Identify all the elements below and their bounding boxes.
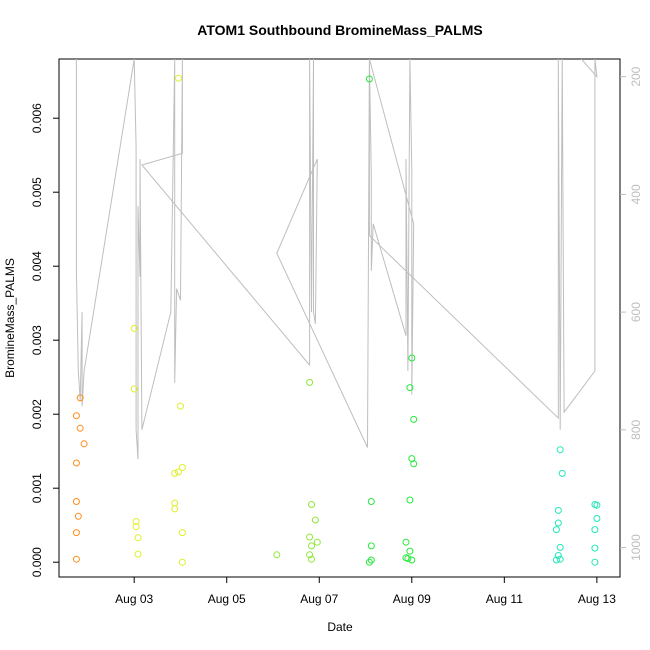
data-point: [591, 544, 599, 552]
x-tick-label: Aug 11: [486, 592, 523, 606]
chart-title: ATOM1 Southbound BromineMass_PALMS: [197, 22, 482, 38]
data-point: [558, 469, 566, 477]
data-point: [410, 415, 418, 423]
y-axis: 0.000 0.001 0.002 0.003 0.004 0.005 0.006: [30, 103, 59, 577]
data-point: [72, 555, 80, 563]
data-point: [72, 459, 80, 467]
data-point: [556, 446, 564, 454]
data-point: [175, 468, 182, 476]
y-tick-label: 0.000: [30, 547, 44, 577]
data-point: [367, 542, 375, 550]
data-point: [554, 552, 562, 559]
data-point: [410, 460, 418, 468]
data-point: [130, 385, 138, 393]
data-point: [404, 555, 412, 562]
y2-tick-label: 1000: [629, 534, 643, 561]
data-point: [313, 538, 321, 546]
data-point: [178, 464, 186, 471]
data-point: [72, 412, 80, 420]
data-point: [175, 74, 182, 82]
data-point: [556, 543, 564, 551]
x-axis: Aug 03 Aug 05 Aug 07 Aug 09 Aug 11 Aug 13: [115, 577, 616, 606]
data-point: [76, 424, 84, 432]
data-point: [308, 542, 315, 550]
y-tick-label: 0.002: [30, 399, 44, 429]
data-point: [132, 518, 140, 525]
y2-tick-label: 600: [629, 302, 643, 322]
data-point: [311, 516, 319, 524]
data-point: [132, 523, 140, 531]
y2-tick-label: 800: [629, 420, 643, 440]
plot-frame: [58, 58, 621, 578]
data-point: [406, 547, 414, 555]
data-point: [591, 526, 599, 534]
data-point: [130, 324, 138, 332]
data-point: [306, 551, 314, 559]
x-axis-label: Date: [327, 620, 353, 634]
data-point: [406, 496, 414, 504]
data-point: [306, 533, 314, 541]
y2-tick-label: 400: [629, 184, 643, 204]
data-point: [552, 526, 560, 534]
data-point: [177, 402, 184, 410]
data-point: [171, 469, 179, 477]
y-tick-label: 0.001: [30, 473, 44, 503]
x-tick-label: Aug 13: [578, 592, 616, 606]
data-point: [365, 558, 373, 566]
data-point: [402, 538, 410, 546]
data-point: [72, 498, 80, 505]
data-point: [365, 75, 373, 83]
data-point: [171, 505, 179, 513]
data-point: [178, 558, 186, 566]
secondary-series-line: [75, 59, 598, 460]
data-point: [367, 556, 375, 564]
x-tick-label: Aug 03: [115, 592, 153, 606]
data-point: [556, 555, 564, 563]
y-tick-label: 0.005: [30, 177, 44, 207]
y2-tick-label: 200: [629, 66, 643, 86]
data-point: [178, 529, 186, 537]
y-axis-label: BromineMass_PALMS: [3, 258, 17, 378]
data-point: [408, 556, 416, 564]
scatter-points: [72, 74, 601, 566]
secondary-y-axis: 200 400 600 800 1000: [620, 66, 643, 561]
data-point: [306, 378, 314, 386]
data-point: [134, 550, 142, 558]
data-point: [74, 512, 82, 520]
x-tick-label: Aug 05: [208, 592, 246, 606]
data-point: [554, 519, 562, 527]
data-point: [80, 440, 88, 448]
y-tick-label: 0.004: [30, 251, 44, 281]
data-point: [554, 506, 562, 514]
data-point: [408, 354, 416, 362]
data-point: [406, 384, 414, 392]
y-tick-label: 0.006: [30, 103, 44, 133]
data-point: [593, 501, 601, 509]
data-point: [308, 555, 315, 563]
x-tick-label: Aug 07: [300, 592, 338, 606]
data-point: [367, 498, 375, 505]
y-tick-label: 0.003: [30, 325, 44, 355]
data-point: [591, 558, 599, 566]
data-point: [552, 556, 560, 564]
data-point: [134, 534, 142, 542]
data-point: [273, 551, 281, 559]
data-point: [593, 515, 601, 522]
data-point: [72, 529, 80, 537]
secondary-line-path: [75, 59, 598, 460]
data-point: [171, 499, 179, 507]
data-point: [76, 394, 84, 402]
x-tick-label: Aug 09: [393, 592, 431, 606]
data-point: [308, 501, 315, 508]
